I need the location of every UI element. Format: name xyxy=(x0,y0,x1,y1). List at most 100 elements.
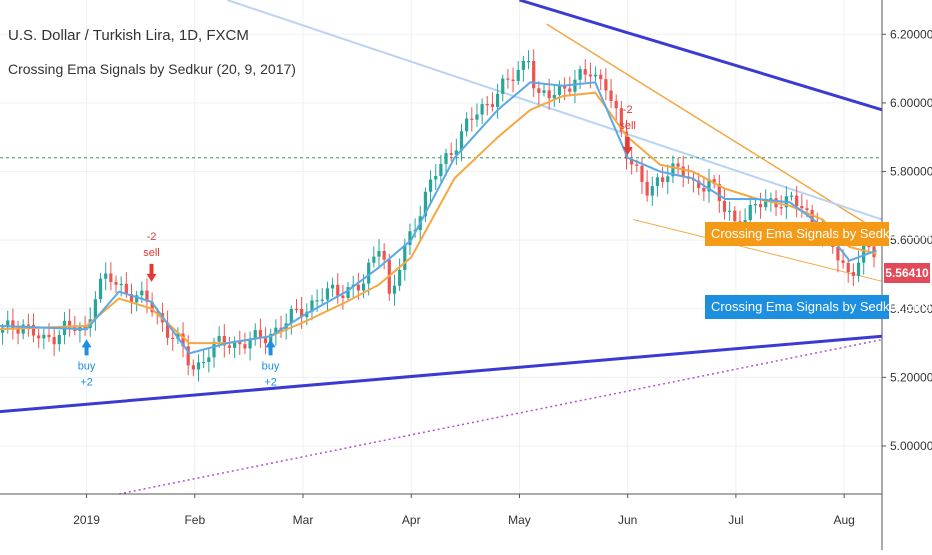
x-tick-label: Jul xyxy=(728,513,743,527)
candle-body xyxy=(459,131,464,151)
candle-body xyxy=(356,284,360,291)
candle-body xyxy=(124,283,128,295)
x-tick-label: Mar xyxy=(293,513,314,527)
candle-body xyxy=(274,327,278,334)
candle-body xyxy=(37,335,41,339)
candle-body xyxy=(599,74,603,80)
candle-body xyxy=(434,175,438,180)
candle-body xyxy=(207,357,211,362)
candle-body xyxy=(789,195,794,197)
candle-body xyxy=(367,262,371,284)
trend-line-channel-bottom xyxy=(632,219,883,282)
candle-body xyxy=(31,324,36,336)
candle-body xyxy=(593,74,598,77)
candle-body xyxy=(109,273,113,282)
candle-body xyxy=(98,278,103,300)
candle-body xyxy=(217,336,221,342)
trend-line-channel-top xyxy=(546,23,883,234)
signal-value: +2 xyxy=(80,376,93,388)
candle-body xyxy=(511,79,515,82)
candle-body xyxy=(733,210,737,222)
candle-body xyxy=(330,284,335,289)
candle-body xyxy=(140,290,144,296)
candle-body xyxy=(805,208,809,210)
candle-body xyxy=(57,334,61,345)
indicator-label[interactable]: Crossing Ema Signals by Sedkur (20, 9, 2… xyxy=(8,61,296,77)
candle-body xyxy=(521,60,525,70)
candle-body xyxy=(728,210,732,212)
candle-body xyxy=(660,177,665,182)
candle-body xyxy=(47,334,51,338)
candle-body xyxy=(294,308,299,311)
candle-body xyxy=(377,250,381,257)
candle-body xyxy=(552,94,556,99)
candle-body xyxy=(630,158,634,165)
candle-body xyxy=(439,163,443,176)
candle-body xyxy=(810,209,814,224)
y-tick-label: 5.40000 xyxy=(890,302,932,316)
candle-body xyxy=(6,320,10,328)
candle-body xyxy=(165,322,170,338)
candle-body xyxy=(428,179,433,192)
candle-body xyxy=(238,341,242,345)
ema-2-tag: Crossing Ema Signals by Sedkur:Ema 2 xyxy=(705,295,932,319)
candle-body xyxy=(403,244,407,270)
candle-body xyxy=(310,300,314,312)
candle-body xyxy=(222,336,226,346)
candle-body xyxy=(671,163,675,177)
candle-body xyxy=(315,300,319,302)
candle-body xyxy=(191,365,195,370)
candle-body xyxy=(856,262,861,276)
sell-arrow-icon xyxy=(622,136,633,155)
candle-body xyxy=(104,273,108,279)
candle-body xyxy=(444,153,448,164)
signal-value: -2 xyxy=(147,231,157,243)
candle-body xyxy=(495,93,500,107)
candle-body xyxy=(248,338,252,349)
candle-body xyxy=(697,180,701,188)
candle-body xyxy=(748,204,752,221)
signal-buy1: buy +2 xyxy=(78,339,96,388)
candle-body xyxy=(619,108,623,132)
candle-body xyxy=(42,334,46,339)
candle-body xyxy=(800,206,804,209)
candle-body xyxy=(212,341,216,358)
candle-body xyxy=(676,163,680,167)
signal-sell1: -2 sell xyxy=(143,231,160,282)
candle-body xyxy=(588,74,593,77)
candle-body xyxy=(26,324,30,326)
candle-body xyxy=(11,320,15,330)
candle-body xyxy=(604,79,608,91)
trend-line-lower-support xyxy=(0,334,883,414)
candle-body xyxy=(372,256,376,263)
candle-body xyxy=(233,341,237,348)
candle-body xyxy=(68,320,72,326)
candle-body xyxy=(454,150,458,155)
candle-body xyxy=(16,329,20,334)
candle-body xyxy=(52,337,56,345)
buy-arrow-icon xyxy=(265,339,276,356)
x-tick-label: Aug xyxy=(833,513,854,527)
candle-body xyxy=(537,88,541,93)
candle-body xyxy=(650,186,654,196)
candle-body xyxy=(202,361,206,364)
candle-body xyxy=(480,104,484,115)
plot-background xyxy=(0,0,882,494)
candle-body xyxy=(320,299,324,301)
candle-body xyxy=(490,104,495,107)
candle-body xyxy=(614,100,618,109)
candle-body xyxy=(501,78,505,94)
y-tick-label: 5.60000 xyxy=(890,233,932,247)
candle-body xyxy=(846,262,850,273)
candle-body xyxy=(681,166,685,177)
signal-value: +2 xyxy=(264,376,277,388)
ema-1-tag: Crossing Ema Signals by Sedkur:Ema 1 xyxy=(705,222,932,246)
candle-body xyxy=(114,281,118,285)
signal-label: buy xyxy=(78,360,96,372)
candle-body xyxy=(836,246,840,261)
candle-body xyxy=(408,231,412,245)
candle-body xyxy=(181,333,185,347)
candle-body xyxy=(758,204,763,208)
